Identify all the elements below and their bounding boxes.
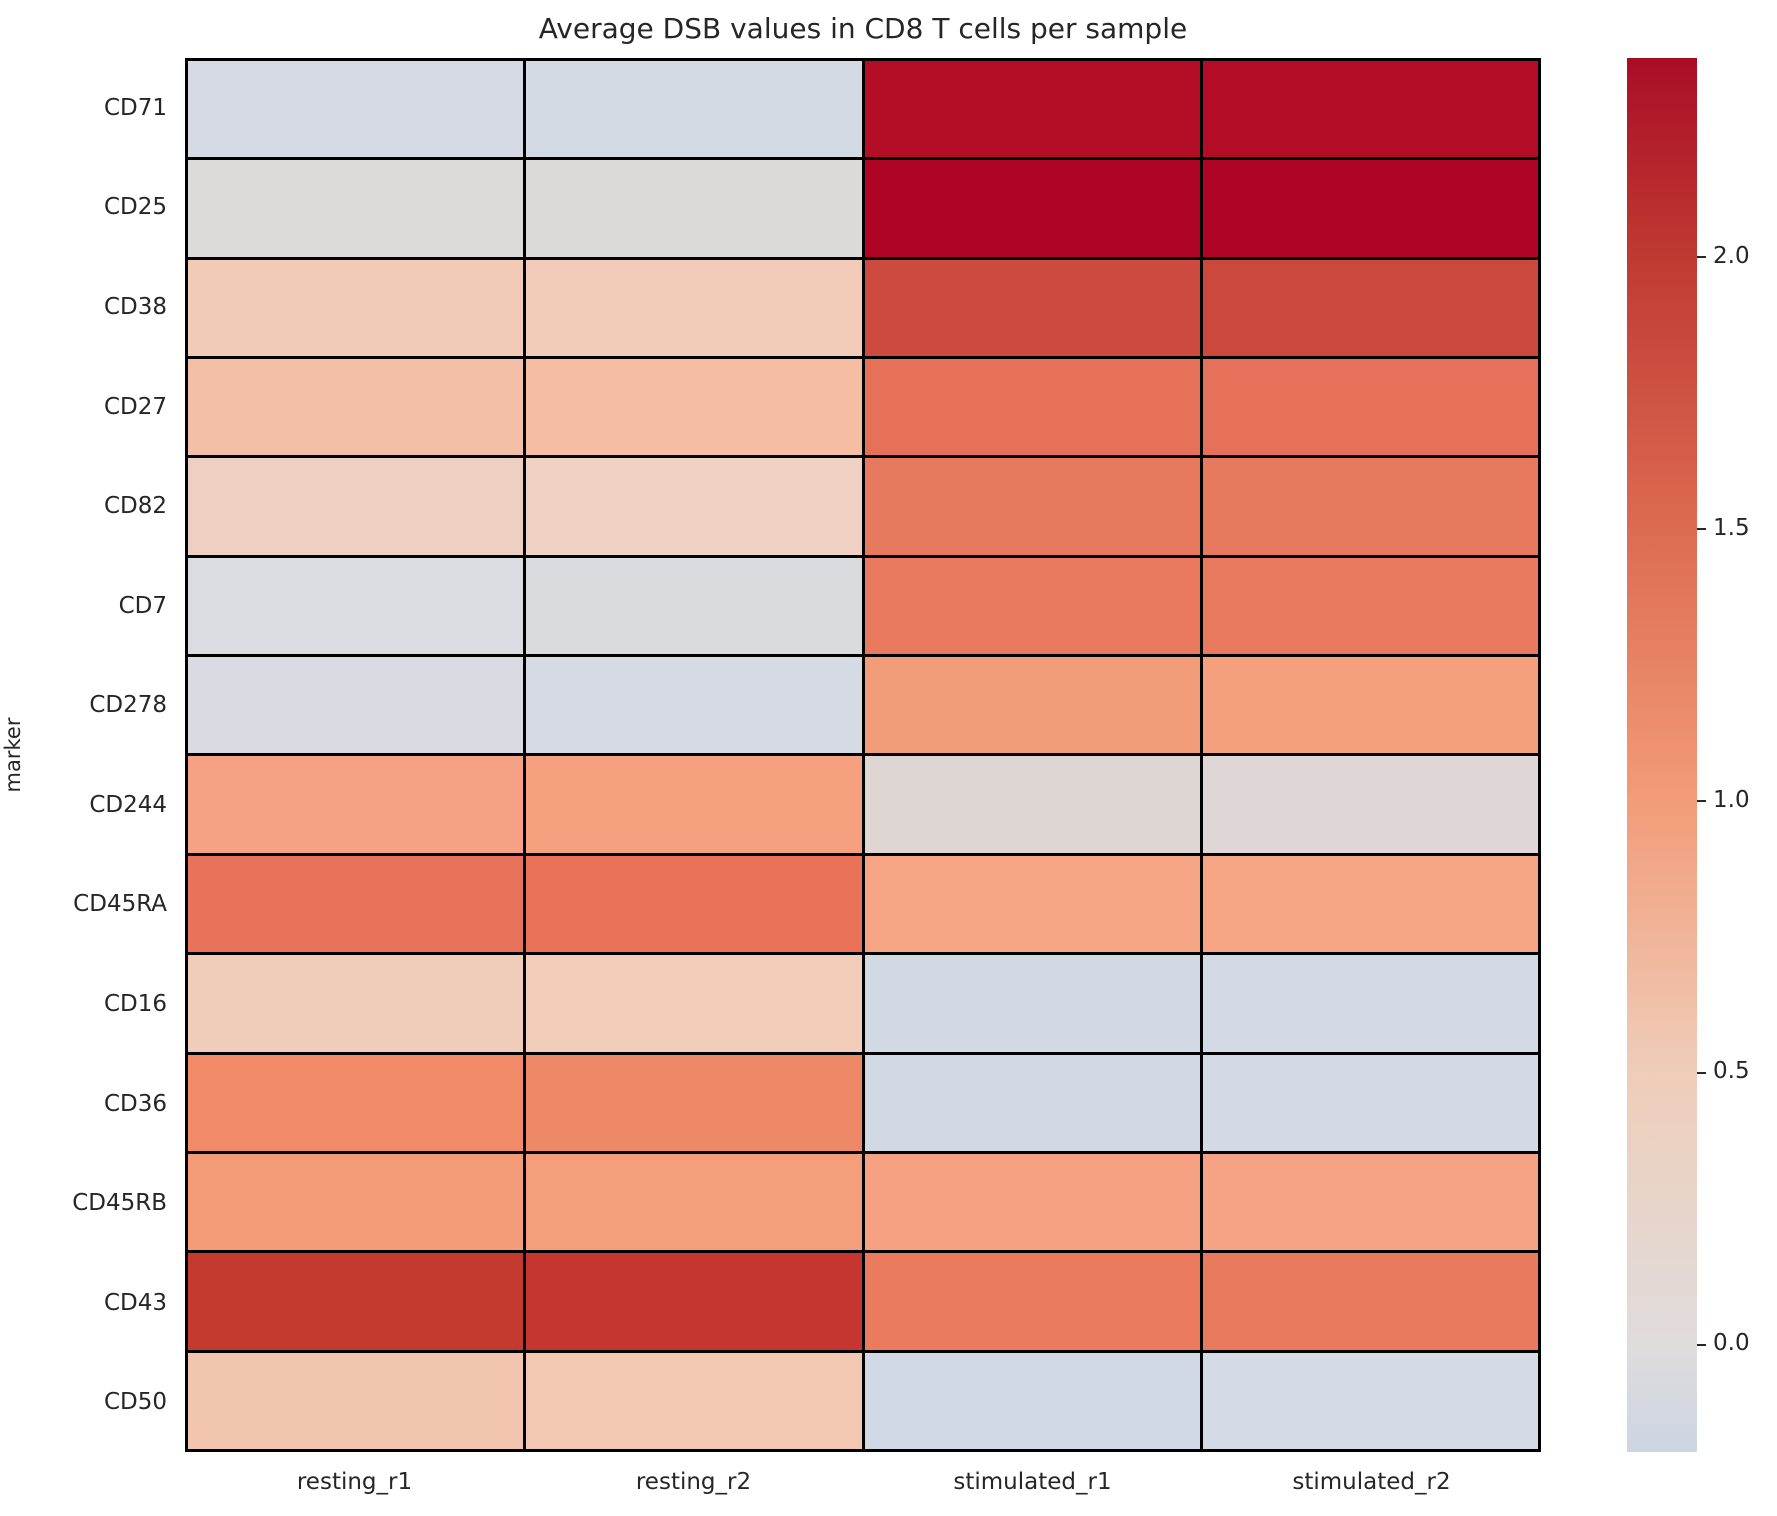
heatmap-cell xyxy=(864,259,1200,357)
heatmap-cell xyxy=(526,1153,862,1251)
heatmap-cell xyxy=(864,657,1200,754)
y-tick-label: CD50 xyxy=(103,1389,167,1416)
colorbar-tick-mark xyxy=(1697,1343,1706,1346)
heatmap-cell xyxy=(1202,557,1538,655)
heatmap-cell xyxy=(188,1054,524,1151)
colorbar-tick-label: 2.0 xyxy=(1713,242,1750,269)
y-tick-label: CD36 xyxy=(103,1090,167,1117)
colorbar-gradient xyxy=(1627,58,1697,1452)
y-tick-label: CD27 xyxy=(103,393,167,420)
colorbar: 2.0 1.5 1.0 0.5 0.0 xyxy=(1627,58,1750,1452)
y-tick-label: CD7 xyxy=(118,592,167,619)
heatmap-cell xyxy=(188,1153,524,1251)
colorbar-tick-mark xyxy=(1697,256,1706,259)
heatmap-cell xyxy=(526,1352,862,1449)
heatmap-cell xyxy=(1202,359,1538,456)
heatmap-cell xyxy=(1202,1153,1538,1251)
heatmap-cell xyxy=(864,359,1200,456)
x-tick-label: stimulated_r2 xyxy=(1292,1469,1451,1495)
heatmap-cell xyxy=(1202,955,1538,1052)
x-tick-label: stimulated_r1 xyxy=(953,1469,1112,1495)
colorbar-tick-label: 1.5 xyxy=(1713,514,1750,541)
colorbar-tick-label: 1.0 xyxy=(1713,786,1750,813)
heatmap-cell xyxy=(864,61,1200,158)
heatmap-cell xyxy=(864,855,1200,953)
y-tick-label: CD71 xyxy=(103,94,167,121)
heatmap-cell xyxy=(526,160,862,257)
x-tick-label: resting_r2 xyxy=(635,1469,752,1495)
y-tick-label: CD82 xyxy=(103,493,167,520)
heatmap-cell xyxy=(188,259,524,357)
y-axis-tick-labels: CD71 CD25 CD38 CD27 CD82 CD7 CD278 CD244 CD45RA C… xyxy=(0,58,167,1452)
colorbar-tick-mark xyxy=(1697,1071,1706,1074)
heatmap-cell xyxy=(864,1153,1200,1251)
heatmap-cell xyxy=(864,557,1200,655)
y-tick-label: CD45RB xyxy=(72,1190,167,1217)
heatmap-cell xyxy=(1202,657,1538,754)
heatmap-cell xyxy=(1202,756,1538,853)
heatmap-cell xyxy=(188,1253,524,1350)
heatmap-cell xyxy=(188,160,524,257)
heatmap-cell xyxy=(526,259,862,357)
heatmap-cell xyxy=(864,1253,1200,1350)
heatmap-cell xyxy=(188,458,524,555)
x-axis-tick-labels: resting_r1 resting_r2 stimulated_r1 stimula… xyxy=(185,1462,1541,1502)
heatmap-cell xyxy=(864,756,1200,853)
heatmap-cell xyxy=(188,61,524,158)
heatmap-cell xyxy=(526,657,862,754)
colorbar-tick-label: 0.0 xyxy=(1713,1330,1750,1357)
heatmap-cell xyxy=(1202,1253,1538,1350)
heatmap-cell xyxy=(526,955,862,1052)
heatmap-cell xyxy=(1202,1352,1538,1449)
colorbar-tick-mark xyxy=(1697,528,1706,531)
heatmap-cell xyxy=(526,61,862,158)
heatmap-cell xyxy=(188,756,524,853)
x-tick-label: resting_r1 xyxy=(296,1469,413,1495)
heatmap-cell xyxy=(188,657,524,754)
heatmap-cell xyxy=(1202,61,1538,158)
heatmap-cell xyxy=(1202,458,1538,555)
heatmap-cell xyxy=(526,359,862,456)
heatmap-cell xyxy=(188,1352,524,1449)
heatmap-cell xyxy=(526,1054,862,1151)
heatmap-cell xyxy=(188,955,524,1052)
chart-title: Average DSB values in CD8 T cells per sa… xyxy=(538,12,1188,45)
y-tick-label: CD38 xyxy=(103,293,167,320)
y-tick-label: CD25 xyxy=(103,194,167,221)
heatmap-cell xyxy=(526,458,862,555)
heatmap-grid xyxy=(185,58,1541,1452)
colorbar-tick-label: 0.5 xyxy=(1713,1058,1750,1085)
heatmap-cell xyxy=(1202,855,1538,953)
heatmap-cell xyxy=(188,855,524,953)
heatmap-cell xyxy=(864,955,1200,1052)
heatmap-cell xyxy=(188,557,524,655)
colorbar-tick-mark xyxy=(1697,800,1706,802)
y-tick-label: CD45RA xyxy=(73,891,167,918)
heatmap-cell xyxy=(1202,1054,1538,1151)
y-tick-label: CD43 xyxy=(103,1289,167,1316)
heatmap-cell xyxy=(864,1352,1200,1449)
heatmap-cell xyxy=(864,1054,1200,1151)
y-tick-label: CD244 xyxy=(89,791,167,818)
y-tick-label: CD16 xyxy=(103,990,167,1017)
heatmap-cell xyxy=(526,557,862,655)
heatmap-cell xyxy=(864,458,1200,555)
heatmap-cell xyxy=(1202,160,1538,257)
heatmap-cell xyxy=(188,359,524,456)
heatmap-cell xyxy=(1202,259,1538,357)
heatmap-cell xyxy=(526,855,862,953)
heatmap-cell xyxy=(864,160,1200,257)
y-tick-label: CD278 xyxy=(89,692,167,719)
heatmap-cell xyxy=(526,1253,862,1350)
heatmap-cell xyxy=(526,756,862,853)
